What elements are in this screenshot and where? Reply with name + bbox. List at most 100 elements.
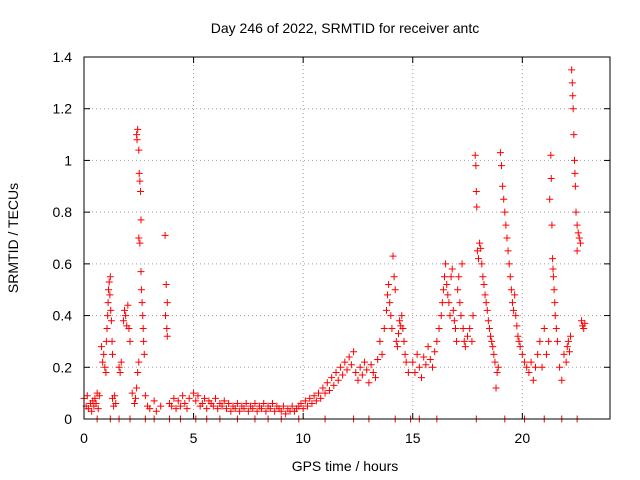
data-point bbox=[198, 399, 206, 407]
data-point bbox=[388, 325, 396, 332]
data-point bbox=[573, 221, 581, 229]
data-point bbox=[343, 366, 351, 374]
data-point bbox=[115, 363, 123, 371]
data-point bbox=[378, 350, 386, 358]
data-point bbox=[134, 125, 142, 133]
data-point bbox=[451, 325, 459, 332]
data-point bbox=[152, 407, 160, 415]
data-point bbox=[460, 337, 468, 345]
data-point bbox=[475, 255, 482, 263]
data-point bbox=[491, 358, 499, 366]
data-point bbox=[433, 337, 441, 345]
data-point bbox=[471, 151, 479, 159]
data-point bbox=[571, 169, 579, 177]
data-point bbox=[121, 306, 129, 314]
data-point bbox=[282, 410, 290, 418]
data-point bbox=[319, 384, 327, 392]
data-point bbox=[525, 368, 533, 376]
data-point bbox=[231, 405, 239, 413]
data-point bbox=[571, 182, 579, 190]
data-point bbox=[510, 306, 518, 314]
data-point bbox=[455, 273, 463, 281]
data-point bbox=[163, 299, 171, 307]
data-point bbox=[534, 350, 542, 358]
chart-title: Day 246 of 2022, SRMTID for receiver ant… bbox=[211, 20, 479, 36]
data-point bbox=[361, 358, 369, 366]
data-point bbox=[306, 394, 314, 402]
data-point bbox=[124, 301, 132, 309]
data-point bbox=[461, 343, 469, 351]
data-point bbox=[301, 397, 309, 405]
data-point bbox=[484, 317, 492, 325]
data-point bbox=[201, 394, 209, 402]
data-point bbox=[442, 260, 450, 268]
data-point bbox=[485, 325, 493, 332]
y-tick-label: 1.2 bbox=[53, 101, 73, 117]
y-tick-labels: 0 0.2 0.4 0.6 0.8 1 1.2 1.4 bbox=[53, 49, 73, 427]
data-point bbox=[104, 312, 112, 320]
data-point bbox=[563, 343, 571, 351]
data-point bbox=[396, 317, 404, 325]
data-point bbox=[506, 273, 514, 281]
data-point bbox=[83, 392, 91, 400]
data-point bbox=[367, 361, 375, 369]
data-point bbox=[498, 162, 506, 170]
data-point bbox=[540, 325, 548, 332]
data-point bbox=[371, 374, 379, 382]
data-point bbox=[446, 312, 454, 320]
data-point bbox=[130, 399, 138, 407]
data-point bbox=[568, 66, 576, 74]
x-tick-label: 10 bbox=[295, 430, 311, 446]
x-tick-label: 0 bbox=[80, 430, 88, 446]
data-point bbox=[374, 356, 382, 364]
data-point bbox=[347, 361, 355, 369]
data-point bbox=[464, 332, 472, 340]
data-point bbox=[547, 151, 555, 159]
data-point bbox=[297, 399, 305, 407]
data-point bbox=[549, 265, 557, 273]
data-point bbox=[126, 337, 134, 345]
data-point bbox=[443, 281, 451, 289]
data-point bbox=[572, 208, 580, 216]
data-point bbox=[487, 332, 495, 340]
data-point bbox=[140, 337, 148, 345]
data-point bbox=[304, 402, 312, 410]
data-point bbox=[136, 177, 144, 185]
y-axis-title: SRMTID / TECUs bbox=[5, 183, 21, 293]
data-point bbox=[551, 299, 559, 307]
y-tick-label: 0.6 bbox=[53, 256, 73, 272]
y-tick-label: 0.4 bbox=[53, 308, 73, 324]
data-point bbox=[137, 268, 145, 276]
data-point bbox=[553, 337, 561, 345]
data-point bbox=[258, 405, 266, 413]
data-point bbox=[157, 402, 165, 410]
data-point bbox=[308, 399, 316, 407]
data-point bbox=[488, 337, 496, 345]
data-point bbox=[133, 384, 141, 392]
data-point bbox=[489, 343, 497, 351]
data-point bbox=[513, 322, 521, 330]
data-point bbox=[116, 368, 124, 376]
data-point bbox=[98, 343, 106, 351]
data-point bbox=[574, 229, 582, 237]
data-point bbox=[548, 221, 556, 229]
data-point bbox=[569, 105, 577, 113]
data-point bbox=[565, 348, 573, 356]
data-point bbox=[418, 374, 426, 382]
data-point bbox=[542, 350, 550, 358]
data-point bbox=[132, 394, 140, 402]
data-point bbox=[450, 317, 458, 325]
data-point bbox=[469, 312, 477, 320]
data-point bbox=[277, 407, 285, 415]
data-point bbox=[161, 231, 169, 239]
data-point bbox=[376, 337, 384, 345]
data-point bbox=[549, 273, 557, 281]
data-point bbox=[334, 376, 342, 384]
data-point bbox=[447, 273, 455, 281]
data-point bbox=[253, 407, 261, 415]
data-point bbox=[564, 337, 572, 345]
data-point bbox=[137, 216, 145, 224]
data-point bbox=[499, 182, 507, 190]
data-point bbox=[321, 389, 329, 397]
x-tick-label: 15 bbox=[405, 430, 421, 446]
